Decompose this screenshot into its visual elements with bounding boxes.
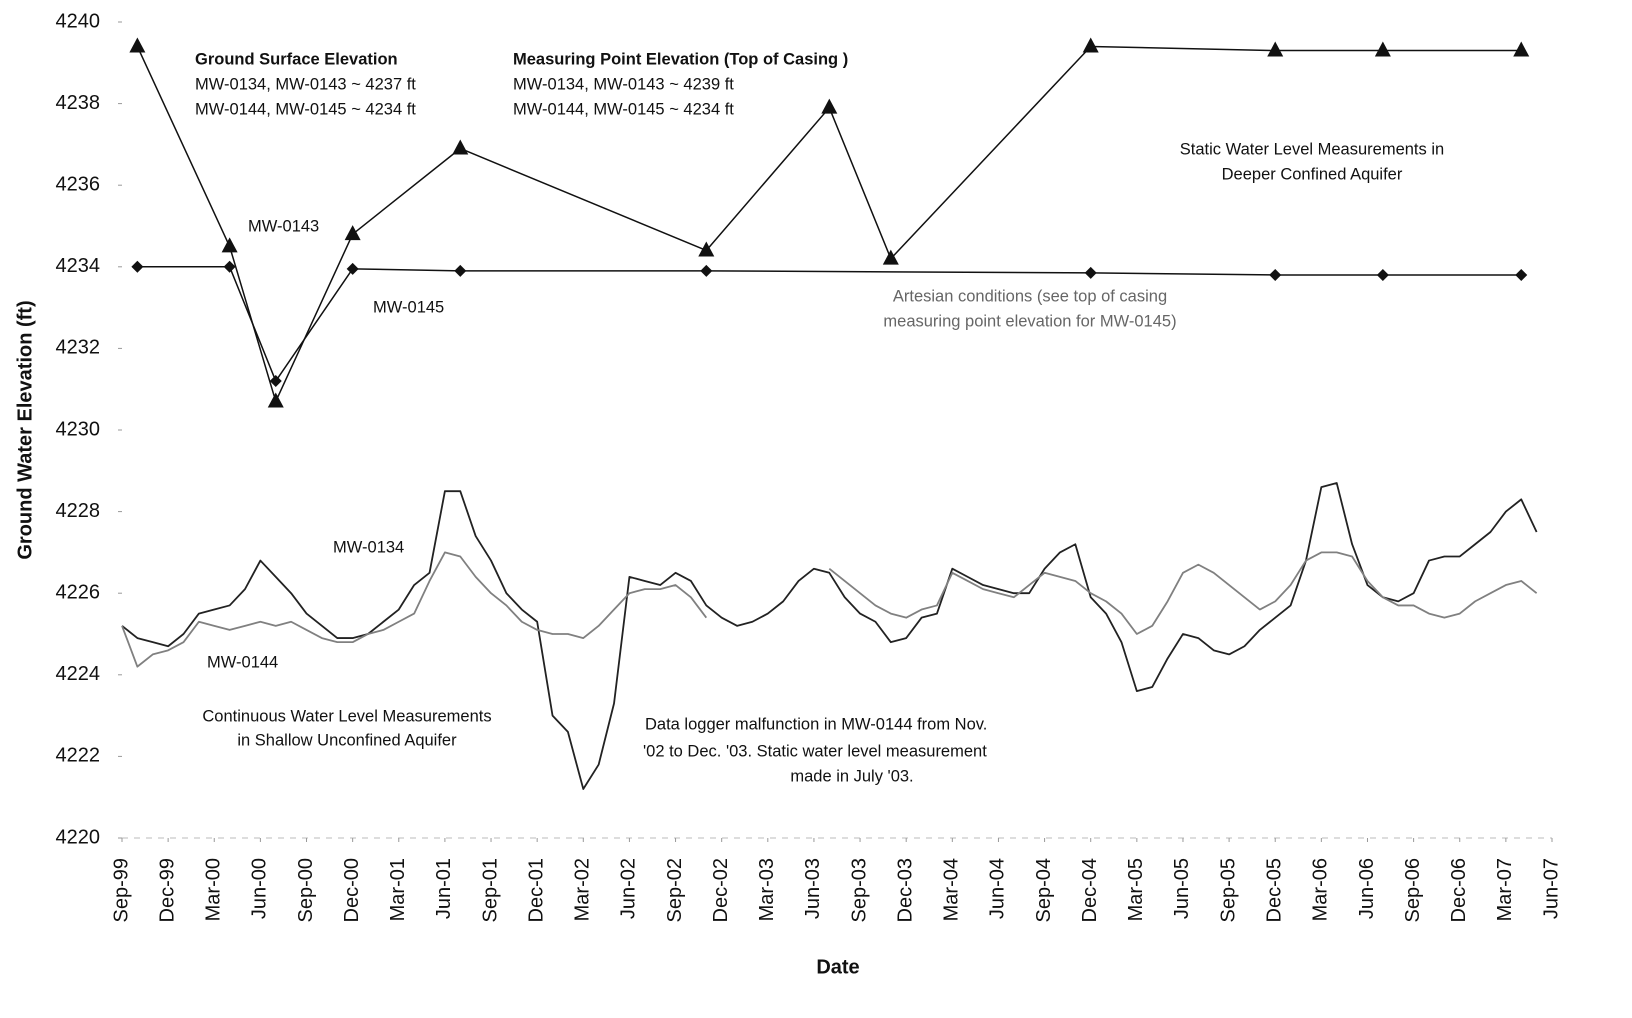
x-tick-label: Jun-07 (1540, 858, 1562, 919)
annotation: MW-0144, MW-0145 ~ 4234 ft (195, 100, 416, 118)
annotation: '02 to Dec. '03. Static water level meas… (643, 742, 987, 760)
y-tick-label: 4226 (56, 581, 101, 603)
x-tick-label: Mar-05 (1125, 858, 1147, 921)
y-axis-title: Ground Water Elevation (ft) (14, 300, 36, 559)
annotation: Static Water Level Measurements in (1180, 140, 1444, 158)
annotation: made in July '03. (790, 767, 913, 785)
series-line (121, 482, 1538, 790)
triangle-marker (1082, 37, 1099, 53)
diamond-marker (454, 264, 467, 277)
annotation: Artesian conditions (see top of casing (893, 287, 1167, 305)
x-tick-label: Jun-01 (433, 858, 455, 919)
x-tick-label: Jun-04 (987, 858, 1009, 919)
annotation: in Shallow Unconfined Aquifer (237, 731, 457, 749)
x-tick-label: Jun-03 (802, 858, 824, 919)
y-tick-label: 4228 (56, 500, 101, 522)
diamond-marker (346, 262, 359, 275)
x-tick-label: Dec-03 (894, 858, 916, 922)
y-tick-label: 4224 (56, 663, 101, 685)
y-tick-label: 4230 (56, 418, 101, 440)
series-label: MW-0143 (248, 217, 319, 235)
x-axis-title: Date (816, 956, 859, 978)
y-tick-label: 4240 (56, 10, 101, 32)
x-tick-label: Dec-01 (525, 858, 547, 922)
annotation: MW-0134, MW-0143 ~ 4237 ft (195, 75, 416, 93)
triangle-marker (1513, 41, 1530, 57)
triangle-marker (821, 98, 838, 114)
y-tick-label: 4232 (56, 337, 101, 359)
x-tick-label: Mar-00 (203, 858, 225, 921)
x-tick-label: Sep-05 (1217, 858, 1239, 923)
x-tick-label: Mar-07 (1494, 858, 1516, 921)
x-tick-label: Dec-06 (1448, 858, 1470, 922)
x-tick-label: Jun-06 (1356, 858, 1378, 919)
annotation: Continuous Water Level Measurements (202, 707, 491, 725)
triangle-marker (344, 225, 361, 241)
diamond-marker (223, 260, 236, 273)
y-tick-label: 4238 (56, 92, 101, 114)
annotation: Measuring Point Elevation (Top of Casing… (513, 50, 848, 68)
x-tick-label: Dec-05 (1264, 858, 1286, 922)
x-tick-label: Sep-04 (1033, 858, 1055, 923)
x-tick-label: Mar-02 (572, 858, 594, 921)
series-line (121, 551, 1538, 668)
x-tick-label: Dec-02 (710, 858, 732, 922)
triangle-marker (267, 392, 284, 408)
x-tick-label: Sep-00 (295, 858, 317, 923)
annotation: MW-0144, MW-0145 ~ 4234 ft (513, 100, 734, 118)
x-tick-label: Sep-06 (1402, 858, 1424, 923)
triangle-marker (1267, 41, 1284, 57)
x-tick-label: Sep-02 (664, 858, 686, 923)
x-tick-label: Sep-01 (479, 858, 501, 923)
annotation: MW-0134, MW-0143 ~ 4239 ft (513, 75, 734, 93)
x-tick-label: Sep-03 (848, 858, 870, 923)
x-tick-label: Dec-04 (1079, 858, 1101, 922)
diamond-marker (1084, 266, 1097, 279)
diamond-marker (700, 264, 713, 277)
triangle-marker (698, 241, 715, 257)
series-line (136, 45, 1522, 403)
annotation: Ground Surface Elevation (195, 50, 398, 68)
x-tick-label: Dec-00 (341, 858, 363, 922)
triangle-marker (882, 249, 899, 265)
triangle-marker (129, 37, 146, 53)
diamond-marker (1376, 268, 1389, 281)
series-label: MW-0134 (333, 538, 404, 556)
x-tick-label: Dec-99 (156, 858, 178, 922)
triangle-marker (452, 139, 469, 155)
y-tick-label: 4220 (56, 826, 101, 848)
diamond-marker (131, 260, 144, 273)
series-label: MW-0145 (373, 298, 444, 316)
annotations: Ground Surface Elevation MW-0134, MW-014… (195, 50, 1444, 785)
x-tick-label: Jun-00 (249, 858, 271, 919)
annotation: Deeper Confined Aquifer (1222, 165, 1403, 183)
series-label: MW-0144 (207, 653, 278, 671)
x-tick-label: Mar-01 (387, 858, 409, 921)
x-tick-label: Mar-04 (941, 858, 963, 921)
annotation: Data logger malfunction in MW-0144 from … (645, 715, 987, 733)
y-tick-label: 4234 (56, 255, 101, 277)
diamond-marker (1269, 268, 1282, 281)
x-tick-label: Jun-05 (1171, 858, 1193, 919)
triangle-marker (1374, 41, 1391, 57)
series-line (137, 266, 1522, 382)
annotation: measuring point elevation for MW-0145) (883, 312, 1176, 330)
x-tick-label: Sep-99 (110, 858, 132, 923)
x-tick-label: Mar-06 (1310, 858, 1332, 921)
triangle-marker (221, 237, 238, 253)
x-tick-label: Mar-03 (756, 858, 778, 921)
diamond-marker (269, 375, 282, 388)
y-tick-label: 4222 (56, 745, 101, 767)
x-tick-label: Jun-02 (618, 858, 640, 919)
y-tick-label: 4236 (56, 173, 101, 195)
diamond-marker (1515, 268, 1528, 281)
